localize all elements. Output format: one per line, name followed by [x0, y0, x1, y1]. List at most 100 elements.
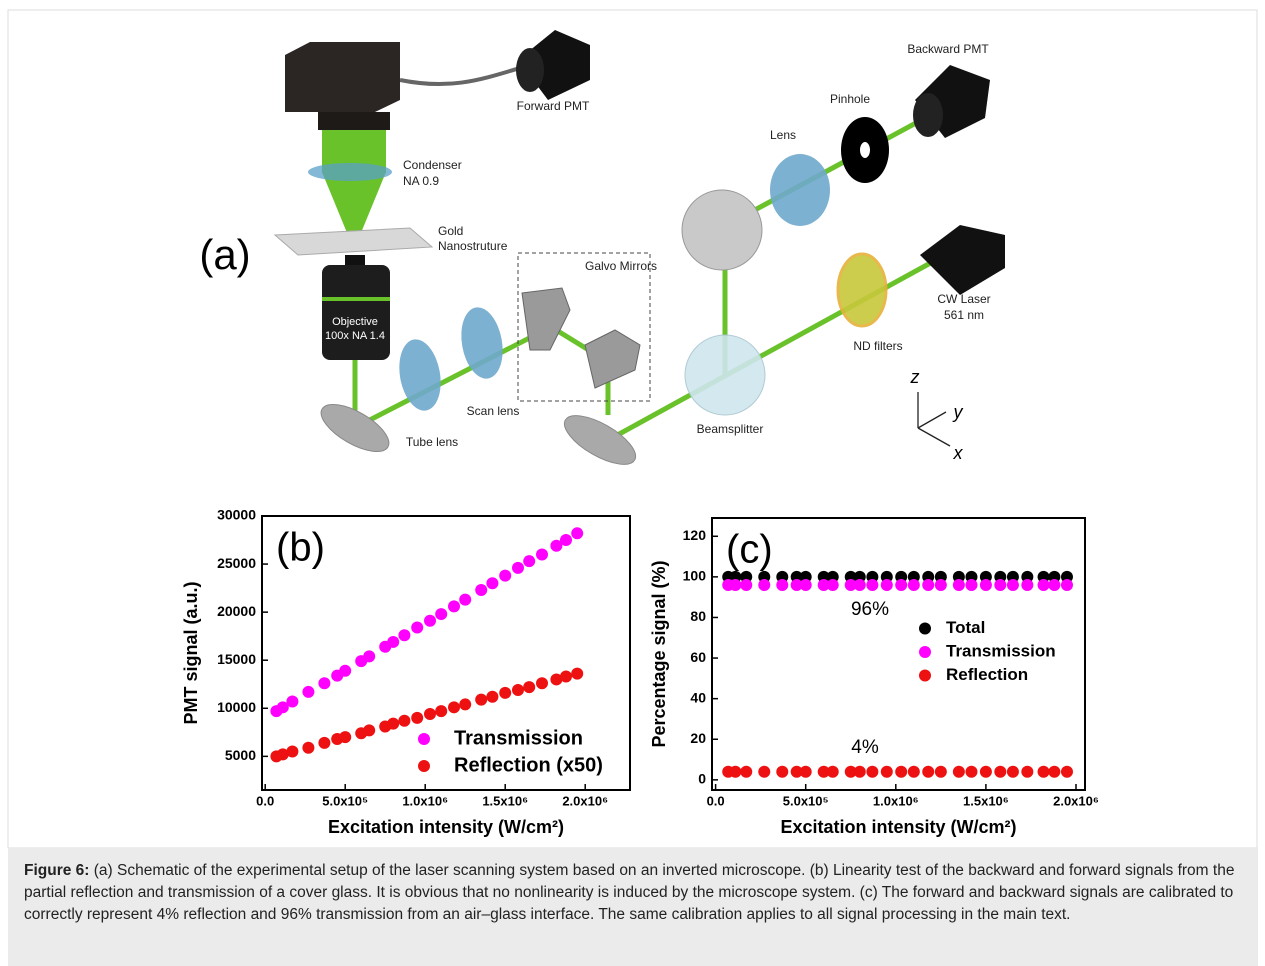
data-point [935, 579, 947, 591]
data-point [965, 766, 977, 778]
y-tick-label: 40 [690, 689, 706, 705]
legend-marker [418, 760, 430, 772]
data-point [953, 579, 965, 591]
data-point [459, 698, 471, 710]
component-label: Forward PMT [517, 99, 590, 113]
data-point [435, 608, 447, 620]
data-point [411, 712, 423, 724]
data-point [387, 636, 399, 648]
data-point [1007, 766, 1019, 778]
data-point [827, 579, 839, 591]
data-point [881, 766, 893, 778]
component-label: Beamsplitter [697, 422, 764, 436]
data-point [953, 766, 965, 778]
data-point [854, 766, 866, 778]
x-axis-title: Excitation intensity (W/cm²) [328, 817, 564, 837]
y-tick-label: 30000 [217, 507, 256, 523]
data-point [363, 650, 375, 662]
y-axis-title: PMT signal (a.u.) [181, 581, 201, 724]
data-point [776, 579, 788, 591]
data-point [571, 668, 583, 680]
data-point [560, 671, 572, 683]
data-point [1021, 766, 1033, 778]
component-label: Lens [770, 128, 796, 142]
data-point [980, 579, 992, 591]
x-tick-label: 2.0x10⁶ [1053, 793, 1099, 808]
data-point [758, 579, 770, 591]
legend-marker [919, 646, 931, 658]
legend-marker [418, 733, 430, 745]
x-tick-label: 5.0x10⁵ [783, 793, 829, 808]
data-point [475, 584, 487, 596]
annotation: 96% [851, 599, 889, 620]
data-point [475, 694, 487, 706]
y-axis-title: Percentage signal (%) [649, 560, 669, 747]
data-point [994, 766, 1006, 778]
data-point [980, 766, 992, 778]
panel-label: (c) [726, 528, 773, 572]
data-point [448, 701, 460, 713]
data-point [729, 766, 741, 778]
data-point [866, 579, 878, 591]
axis-label: y [952, 402, 964, 422]
panel-label: (a) [199, 231, 250, 278]
y-tick-label: 20000 [217, 603, 256, 619]
data-point [398, 715, 410, 727]
component-label: Tube lens [406, 435, 458, 449]
data-point [908, 766, 920, 778]
data-point [523, 555, 535, 567]
x-tick-label: 1.0x10⁶ [402, 793, 448, 808]
data-point [800, 579, 812, 591]
y-tick-label: 0 [698, 771, 706, 787]
y-tick-label: 5000 [225, 747, 256, 763]
component-label: Objective [332, 316, 378, 328]
data-point [302, 686, 314, 698]
x-tick-label: 1.0x10⁶ [873, 793, 919, 808]
component-label: 561 nm [944, 308, 984, 322]
data-point [1061, 766, 1073, 778]
data-point [571, 527, 583, 539]
legend-marker [919, 623, 931, 635]
data-point [740, 766, 752, 778]
data-point [922, 766, 934, 778]
legend-label: Reflection [946, 665, 1028, 684]
data-point [895, 766, 907, 778]
data-point [318, 737, 330, 749]
data-point [965, 579, 977, 591]
data-point [536, 548, 548, 560]
data-point [740, 579, 752, 591]
y-tick-label: 15000 [217, 651, 256, 667]
legend-label: Total [946, 618, 985, 637]
data-point [387, 718, 399, 730]
legend-label: Reflection (x50) [454, 754, 603, 776]
data-point [523, 681, 535, 693]
data-point [800, 766, 812, 778]
data-point [758, 766, 770, 778]
data-point [994, 579, 1006, 591]
data-point [1038, 766, 1050, 778]
camera [285, 42, 400, 112]
caption-text: (a) Schematic of the experimental setup … [24, 862, 1234, 923]
data-point [908, 579, 920, 591]
data-point [729, 579, 741, 591]
data-point [486, 577, 498, 589]
caption-label: Figure 6: [24, 862, 89, 879]
x-axis-title: Excitation intensity (W/cm²) [780, 817, 1016, 837]
data-point [560, 534, 572, 546]
data-point [776, 766, 788, 778]
data-point [339, 731, 351, 743]
pinhole-aperture [860, 142, 870, 158]
data-point [424, 708, 436, 720]
data-point [286, 746, 298, 758]
data-point [866, 766, 878, 778]
y-tick-label: 60 [690, 649, 706, 665]
data-point [1048, 766, 1060, 778]
data-point [286, 696, 298, 708]
x-tick-label: 1.5x10⁶ [963, 793, 1009, 808]
data-point [854, 579, 866, 591]
condenser [308, 163, 392, 181]
data-point [1061, 579, 1073, 591]
component-label: Gold [438, 224, 463, 238]
component-label: Galvo Mirrors [585, 259, 657, 273]
data-point [486, 691, 498, 703]
